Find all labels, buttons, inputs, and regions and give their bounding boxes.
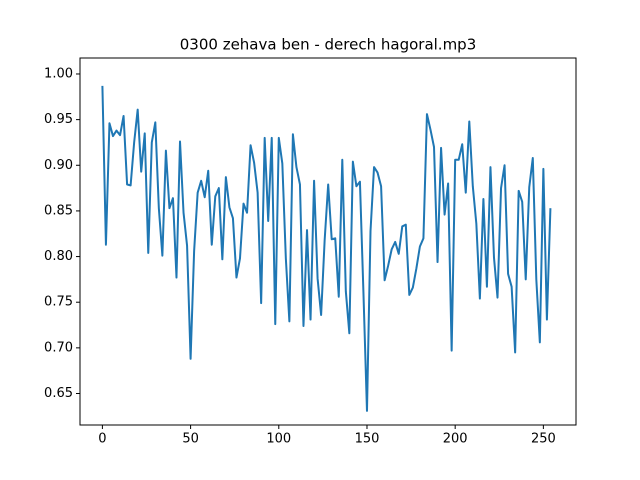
axes-frame	[79, 57, 577, 426]
y-tick-label: 0.95	[44, 112, 73, 127]
x-tick-label: 150	[355, 432, 380, 447]
y-tick-label: 0.70	[44, 340, 73, 355]
y-tick-label: 0.85	[44, 203, 73, 218]
y-tick-label: 0.80	[44, 249, 73, 264]
x-tick-label: 100	[266, 432, 291, 447]
y-tick-label: 1.00	[44, 66, 73, 81]
x-tick-label: 50	[182, 432, 199, 447]
data-line	[101, 85, 552, 412]
y-tick-label: 0.75	[44, 295, 73, 310]
x-tick-label: 0	[98, 432, 106, 447]
chart-title: 0300 zehava ben - derech hagoral.mp3	[180, 36, 477, 54]
y-tick-label: 0.65	[44, 386, 73, 401]
y-tick-label: 0.90	[44, 158, 73, 173]
x-tick-label: 200	[443, 432, 468, 447]
x-tick-label: 250	[531, 432, 556, 447]
